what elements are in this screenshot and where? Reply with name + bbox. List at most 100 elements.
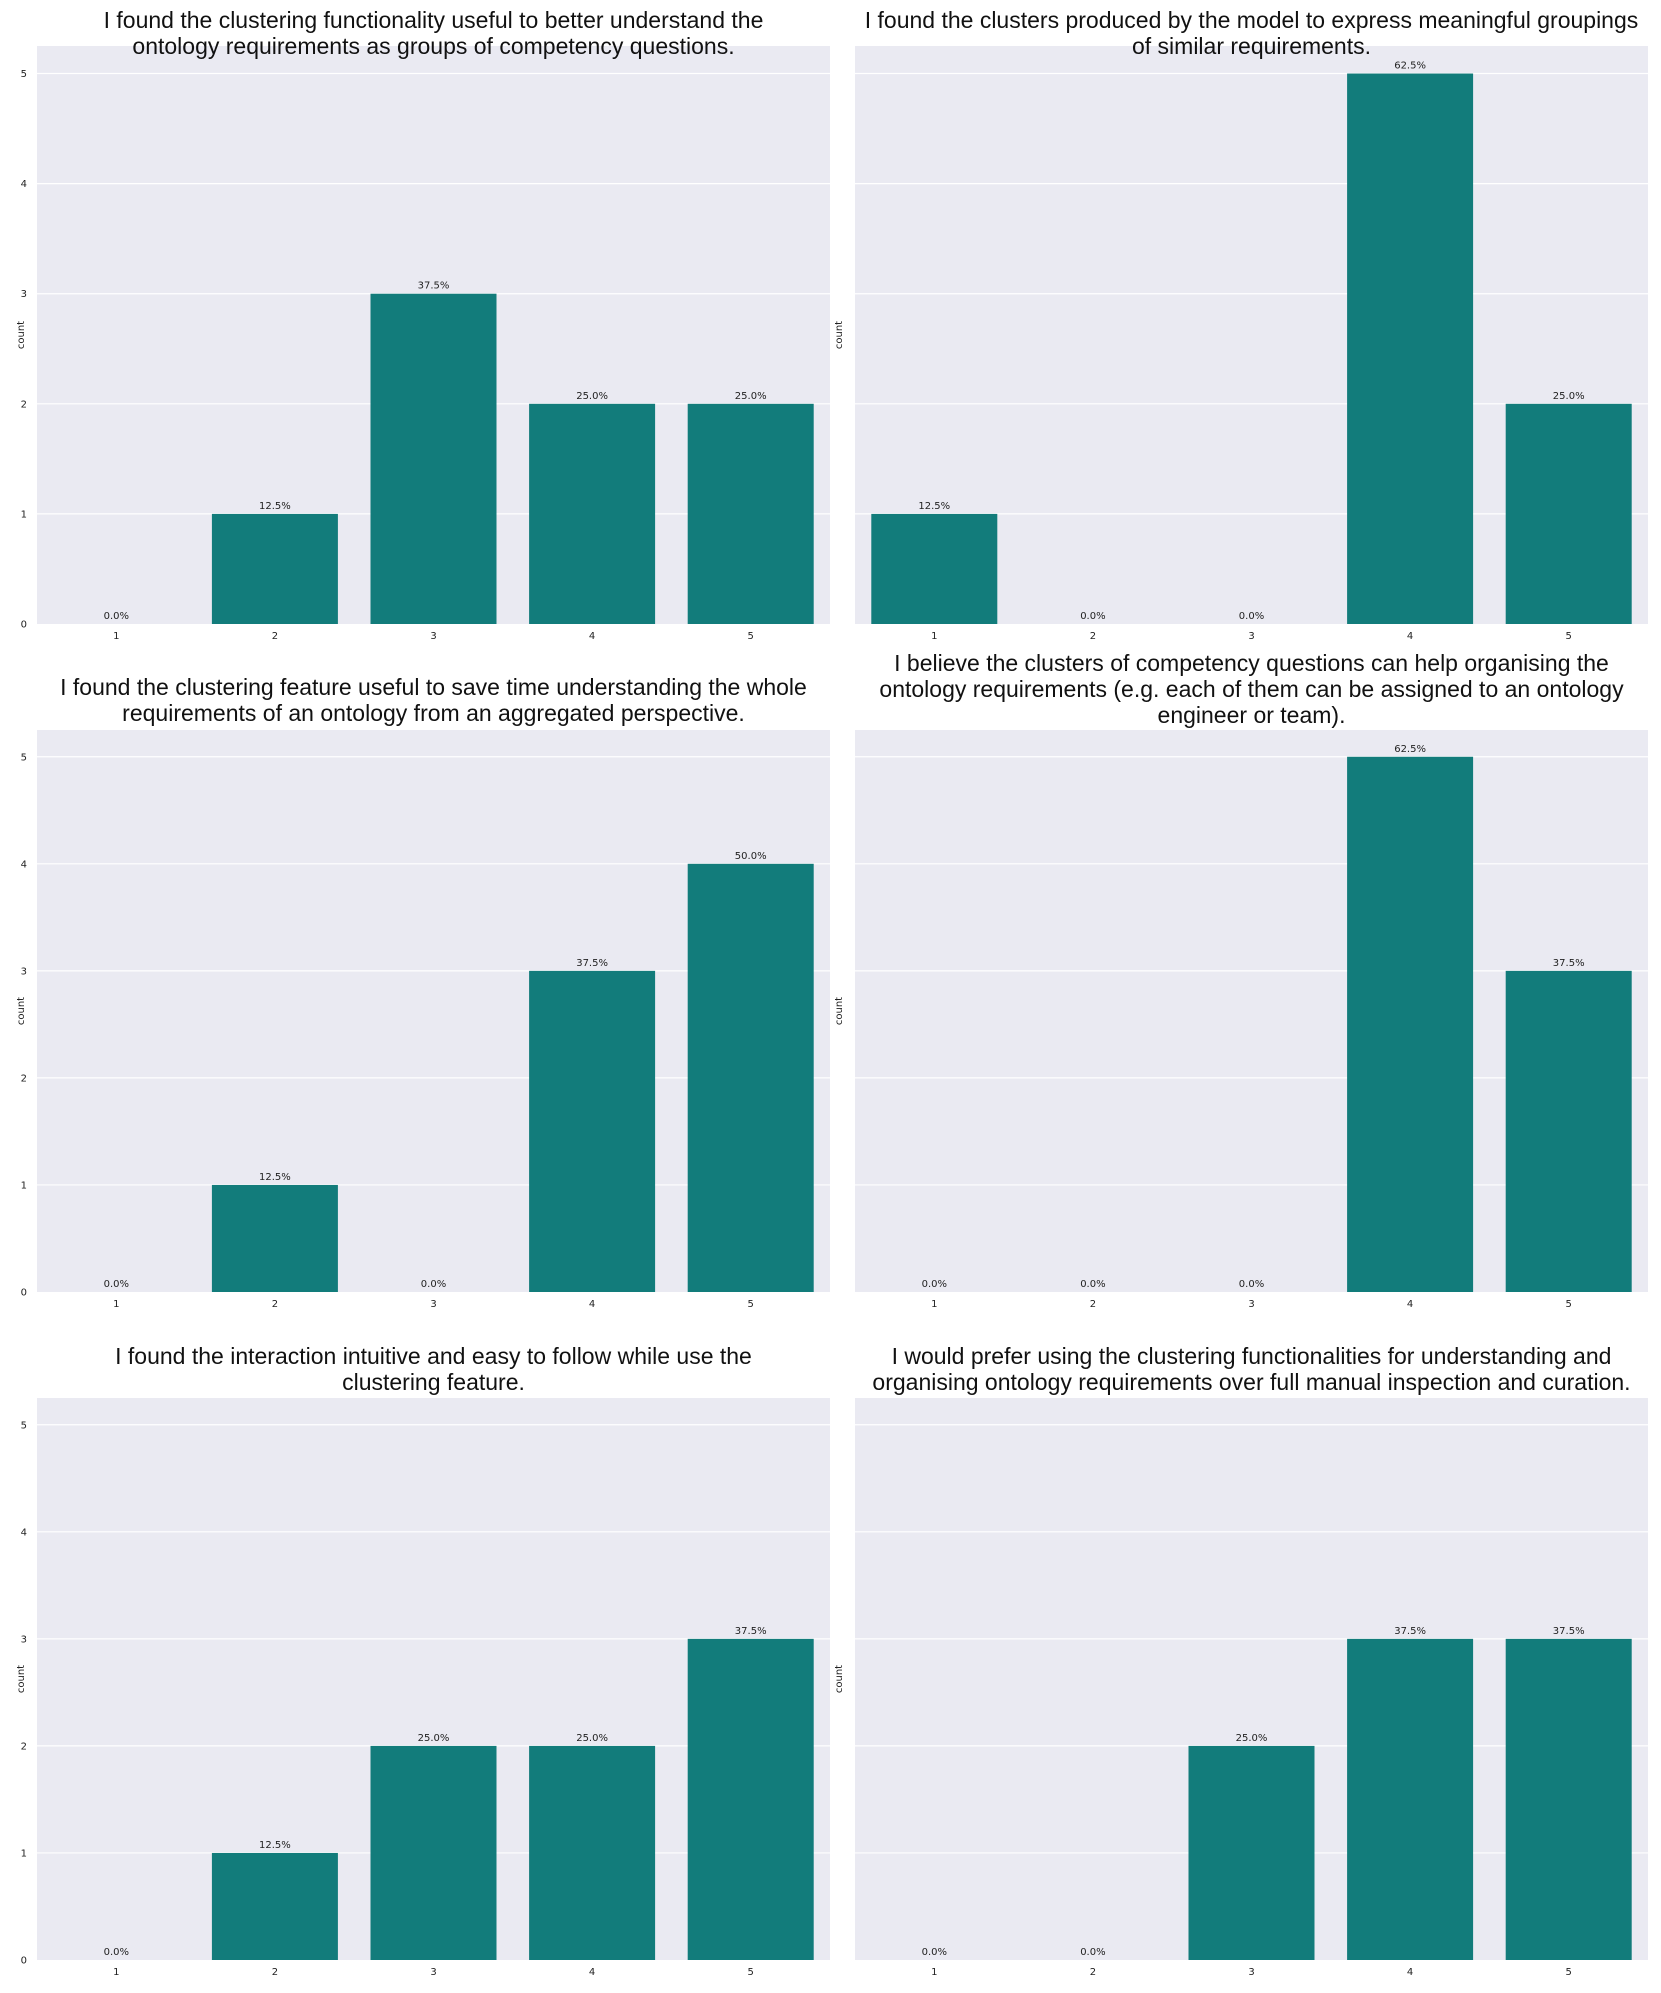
y-axis-label: count (16, 321, 27, 349)
x-tick-label: 3 (430, 631, 436, 642)
x-tick-label: 3 (1248, 1299, 1254, 1310)
chart-title-line: I found the clustering feature useful to… (60, 674, 807, 700)
data-label: 0.0% (1239, 1279, 1264, 1290)
bar-2 (211, 513, 338, 624)
subplot-1: 0 1 2 3 4 5 count 0.0% 1 12.5% 2 37.5% 3 25.0% 4 25.0% 5 (11, 46, 830, 655)
chart-title-line: ontology requirements as groups of compe… (132, 33, 735, 59)
x-tick-label: 4 (1407, 631, 1413, 642)
y-tick-label: 1 (21, 1180, 27, 1191)
bar-4 (1347, 73, 1474, 625)
x-tick-label: 1 (113, 1299, 119, 1310)
data-label: 0.0% (1080, 611, 1105, 622)
x-tick-label: 4 (1407, 1299, 1413, 1310)
data-label: 37.5% (1553, 958, 1585, 969)
chart-title-line: I found the clusters produced by the mod… (864, 7, 1639, 33)
bar-5 (1505, 970, 1632, 1292)
x-tick-label: 2 (1090, 631, 1096, 642)
bar-chart: count 0.0% 1 0.0% 2 0.0% 3 62.5% 4 37.5% 5 (834, 730, 1648, 1310)
chart-title: I found the clusters produced by the mod… (855, 7, 1648, 59)
x-tick-label: 2 (272, 631, 278, 642)
data-label: 50.0% (735, 851, 767, 862)
data-label: 37.5% (576, 958, 608, 969)
y-tick-label: 3 (21, 289, 27, 300)
data-label: 0.0% (1080, 1279, 1105, 1290)
y-tick-label: 1 (21, 1848, 27, 1859)
y-tick-label: 4 (21, 1527, 27, 1538)
data-label: 0.0% (104, 1947, 129, 1958)
data-label: 0.0% (1080, 1947, 1105, 1958)
y-axis-label: count (834, 321, 845, 349)
bar-4 (1347, 1638, 1474, 1960)
x-tick-label: 2 (1090, 1967, 1096, 1978)
chart-title-line: I found the clustering functionality use… (103, 7, 764, 33)
x-tick-label: 4 (1407, 1967, 1413, 1978)
bar-3 (370, 1745, 497, 1960)
data-label: 62.5% (1394, 61, 1426, 72)
chart-title-line: engineer or team). (1157, 702, 1346, 728)
y-tick-label: 0 (21, 1956, 27, 1967)
y-axis-label: count (16, 1665, 27, 1693)
data-label: 37.5% (1394, 1626, 1426, 1637)
x-tick-label: 1 (113, 631, 119, 642)
x-tick-label: 4 (589, 1967, 595, 1978)
x-tick-label: 5 (748, 631, 754, 642)
chart-title: I found the clustering functionality use… (37, 7, 830, 59)
y-tick-label: 2 (21, 399, 27, 410)
data-label: 25.0% (576, 1733, 608, 1744)
bar-5 (687, 863, 814, 1292)
bar-chart: 0 1 2 3 4 5 count 0.0% 1 12.5% 2 0.0% 3 37.5% 4 50.0% 5 (16, 730, 830, 1310)
data-label: 25.0% (418, 1733, 450, 1744)
x-tick-label: 3 (430, 1299, 436, 1310)
y-tick-label: 2 (21, 1073, 27, 1084)
x-tick-label: 5 (1566, 631, 1572, 642)
chart-title: I would prefer using the clustering func… (855, 1343, 1648, 1395)
x-tick-label: 1 (113, 1967, 119, 1978)
data-label: 0.0% (922, 1947, 947, 1958)
bar-5 (1505, 1638, 1632, 1960)
data-label: 37.5% (1553, 1626, 1585, 1637)
x-tick-label: 5 (748, 1967, 754, 1978)
bar-chart: count 0.0% 1 0.0% 2 25.0% 3 37.5% 4 37.5% 5 (834, 1398, 1648, 1978)
x-tick-label: 1 (931, 1299, 937, 1310)
data-label: 25.0% (576, 391, 608, 402)
y-tick-label: 4 (21, 179, 27, 190)
x-tick-label: 4 (589, 1299, 595, 1310)
x-tick-label: 2 (1090, 1299, 1096, 1310)
data-label: 0.0% (104, 611, 129, 622)
y-tick-label: 3 (21, 1634, 27, 1645)
chart-title-line: I believe the clusters of competency que… (894, 650, 1609, 676)
data-label: 25.0% (1236, 1733, 1268, 1744)
x-tick-label: 4 (589, 631, 595, 642)
bar-chart: count 12.5% 1 0.0% 2 0.0% 3 62.5% 4 25.0% 5 (834, 46, 1648, 642)
bar-3 (1188, 1745, 1315, 1960)
y-tick-label: 5 (21, 1420, 27, 1431)
data-label: 0.0% (104, 1279, 129, 1290)
subplot-3: 0 1 2 3 4 5 count 0.0% 1 12.5% 2 0.0% 3 37.5% 4 50.0% 5 (11, 730, 830, 1323)
y-tick-label: 0 (21, 620, 27, 631)
data-label: 12.5% (259, 1172, 291, 1183)
data-label: 0.0% (1239, 611, 1264, 622)
chart-title-line: of similar requirements. (1131, 33, 1372, 59)
subplot-4: count 0.0% 1 0.0% 2 0.0% 3 62.5% 4 37.5% 5 (829, 730, 1648, 1323)
y-tick-label: 3 (21, 966, 27, 977)
data-label: 25.0% (735, 391, 767, 402)
data-label: 37.5% (735, 1626, 767, 1637)
y-tick-label: 4 (21, 859, 27, 870)
subplot-6: count 0.0% 1 0.0% 2 25.0% 3 37.5% 4 37.5% 5 (829, 1398, 1648, 1991)
y-tick-label: 1 (21, 509, 27, 520)
y-tick-label: 0 (21, 1288, 27, 1299)
bar-4 (529, 970, 656, 1292)
bar-4 (1347, 756, 1474, 1292)
chart-title-line: ontology requirements (e.g. each of them… (879, 676, 1624, 702)
data-label: 37.5% (418, 281, 450, 292)
bar-5 (687, 403, 814, 624)
bar-chart: 0 1 2 3 4 5 count 0.0% 1 12.5% 2 25.0% 3 25.0% 4 37.5% 5 (16, 1398, 830, 1978)
x-tick-label: 3 (1248, 1967, 1254, 1978)
y-axis-label: count (16, 997, 27, 1025)
x-tick-label: 2 (272, 1299, 278, 1310)
subplot-2: count 12.5% 1 0.0% 2 0.0% 3 62.5% 4 25.0% 5 (829, 46, 1648, 655)
bar-5 (687, 1638, 814, 1960)
x-tick-label: 1 (931, 1967, 937, 1978)
chart-title-line: I found the interaction intuitive and ea… (115, 1343, 752, 1369)
